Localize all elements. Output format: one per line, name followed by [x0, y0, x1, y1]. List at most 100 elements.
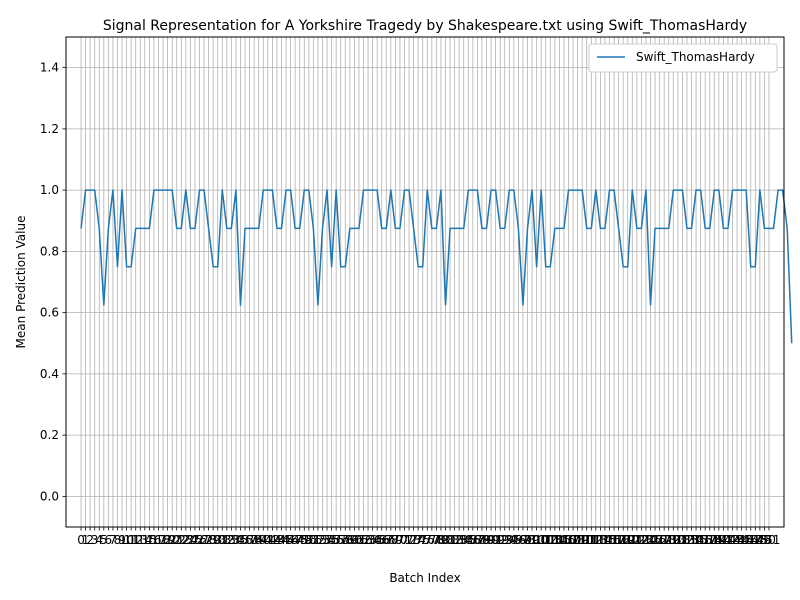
x-tick-label: 151 [758, 533, 781, 547]
x-tick-label: 94 [502, 533, 517, 547]
x-tick-label: 134 [680, 533, 703, 547]
x-tick-label: 105 [548, 533, 571, 547]
x-tick-label: 66 [374, 533, 389, 547]
x-tick-label: 138 [698, 533, 721, 547]
x-tick-label: 46 [283, 533, 298, 547]
x-tick-label: 132 [671, 533, 694, 547]
x-tick-label: 29 [206, 533, 221, 547]
x-tick-label: 51 [306, 533, 321, 547]
x-tick-label: 99 [524, 533, 539, 547]
x-tick-label: 10 [119, 533, 134, 547]
x-tick-label: 30 [210, 533, 225, 547]
ticks: 0.00.20.40.60.81.01.21.40123456789101112… [40, 61, 781, 547]
x-axis-label: Batch Index [389, 571, 460, 585]
y-tick-label: 0.0 [40, 489, 59, 503]
x-tick-label: 82 [447, 533, 462, 547]
x-tick-label: 5 [100, 533, 108, 547]
x-tick-label: 76 [420, 533, 435, 547]
x-tick-label: 125 [639, 533, 662, 547]
x-tick-label: 56 [329, 533, 344, 547]
x-tick-label: 33 [224, 533, 239, 547]
x-tick-label: 103 [539, 533, 562, 547]
x-tick-label: 80 [438, 533, 453, 547]
x-tick-label: 131 [666, 533, 689, 547]
x-tick-label: 133 [676, 533, 699, 547]
x-tick-label: 98 [520, 533, 535, 547]
x-tick-label: 69 [388, 533, 403, 547]
x-tick-label: 28 [201, 533, 216, 547]
x-tick-label: 45 [278, 533, 293, 547]
x-tick-label: 50 [301, 533, 316, 547]
x-tick-label: 71 [397, 533, 412, 547]
x-tick-label: 27 [196, 533, 211, 547]
grid [66, 37, 784, 527]
x-tick-label: 95 [506, 533, 521, 547]
x-tick-label: 52 [310, 533, 325, 547]
x-tick-label: 130 [662, 533, 685, 547]
x-tick-label: 86 [465, 533, 480, 547]
x-tick-label: 48 [292, 533, 307, 547]
x-tick-label: 22 [174, 533, 189, 547]
x-tick-label: 123 [630, 533, 653, 547]
x-tick-label: 150 [753, 533, 776, 547]
x-tick-label: 122 [625, 533, 648, 547]
x-tick-label: 65 [370, 533, 385, 547]
x-tick-label: 128 [653, 533, 676, 547]
x-tick-label: 85 [461, 533, 476, 547]
x-tick-label: 142 [717, 533, 740, 547]
x-tick-label: 90 [483, 533, 498, 547]
x-tick-label: 1 [82, 533, 90, 547]
x-tick-label: 109 [566, 533, 589, 547]
x-tick-label: 41 [260, 533, 275, 547]
x-tick-label: 73 [406, 533, 421, 547]
x-tick-label: 23 [178, 533, 193, 547]
x-tick-label: 120 [616, 533, 639, 547]
x-tick-label: 92 [493, 533, 508, 547]
x-tick-label: 121 [621, 533, 644, 547]
series-line-0 [80, 189, 793, 344]
x-tick-label: 81 [442, 533, 457, 547]
x-tick-label: 64 [365, 533, 380, 547]
x-tick-label: 19 [160, 533, 175, 547]
x-tick-label: 25 [187, 533, 202, 547]
x-tick-label: 68 [383, 533, 398, 547]
plot-frame [65, 36, 785, 528]
y-tick-label: 1.4 [40, 61, 59, 75]
x-tick-label: 96 [511, 533, 526, 547]
x-tick-label: 89 [479, 533, 494, 547]
x-tick-label: 143 [721, 533, 744, 547]
x-tick-label: 34 [228, 533, 243, 547]
x-tick-label: 11 [124, 533, 139, 547]
x-tick-label: 144 [726, 533, 749, 547]
x-tick-label: 14 [137, 533, 152, 547]
x-tick-label: 100 [525, 533, 548, 547]
x-tick-label: 2 [86, 533, 94, 547]
x-tick-label: 74 [411, 533, 426, 547]
x-tick-label: 20 [165, 533, 180, 547]
x-tick-label: 40 [256, 533, 271, 547]
y-tick-label: 1.0 [40, 183, 59, 197]
legend-box [588, 43, 778, 73]
x-tick-label: 84 [456, 533, 471, 547]
x-tick-label: 147 [739, 533, 762, 547]
x-tick-label: 111 [575, 533, 598, 547]
x-tick-label: 97 [515, 533, 530, 547]
x-tick-label: 7 [109, 533, 117, 547]
x-tick-label: 124 [635, 533, 658, 547]
x-tick-label: 108 [562, 533, 585, 547]
x-tick-label: 42 [265, 533, 280, 547]
x-tick-label: 37 [242, 533, 257, 547]
y-tick-label: 0.2 [40, 428, 59, 442]
x-tick-label: 140 [707, 533, 730, 547]
x-tick-label: 113 [584, 533, 607, 547]
x-tick-label: 47 [288, 533, 303, 547]
x-tick-label: 137 [694, 533, 717, 547]
x-tick-label: 4 [95, 533, 103, 547]
plot-area [66, 37, 784, 527]
x-tick-label: 119 [612, 533, 635, 547]
x-tick-label: 139 [703, 533, 726, 547]
x-tick-label: 55 [324, 533, 339, 547]
x-tick-label: 44 [274, 533, 289, 547]
x-tick-label: 83 [452, 533, 467, 547]
